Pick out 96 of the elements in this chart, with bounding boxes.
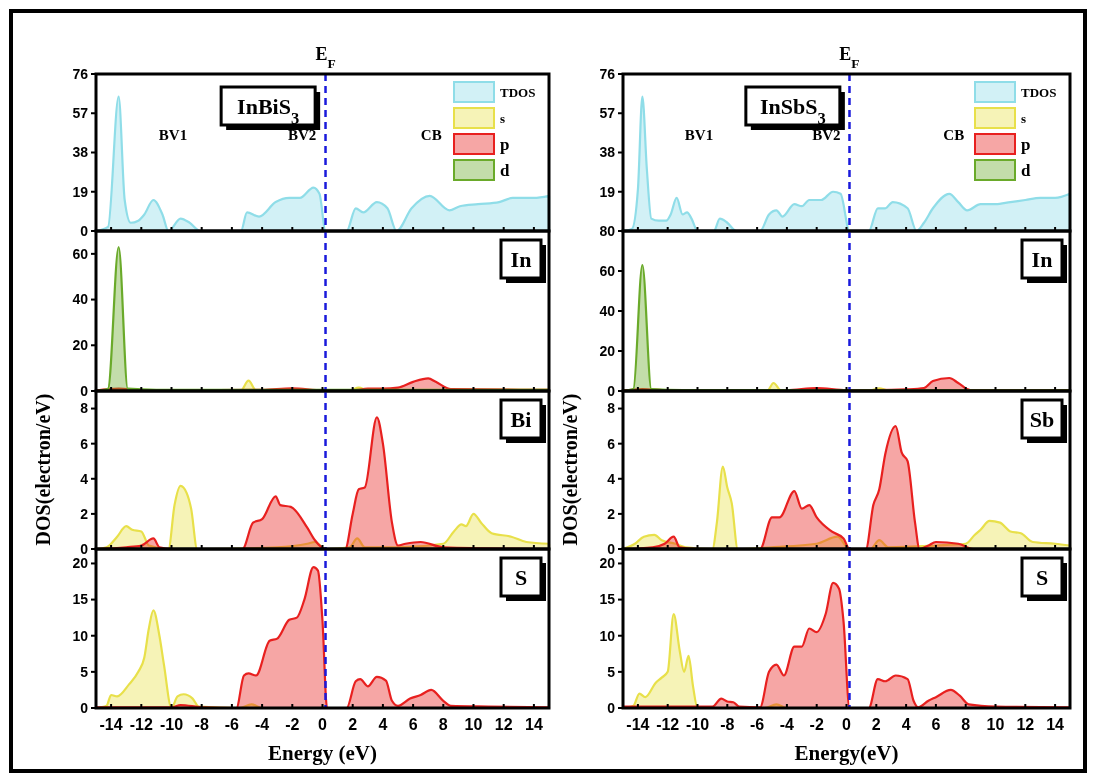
x-tick-label: 4 xyxy=(901,716,911,733)
x-tick-label: -14 xyxy=(99,716,123,733)
y-tick-label: 5 xyxy=(80,663,89,680)
x-tick-label: -2 xyxy=(285,716,300,733)
x-tick-label: -4 xyxy=(254,716,270,733)
y-tick-label: 0 xyxy=(80,699,89,716)
ref-line-label: E$_{F}$ xyxy=(839,44,860,71)
y-tick-label: 0 xyxy=(80,540,89,557)
x-tick-label: 0 xyxy=(318,716,328,733)
y-tick-label: 4 xyxy=(607,470,616,487)
y-tick-label: 80 xyxy=(599,222,616,239)
y-tick-label: 8 xyxy=(607,400,616,417)
legend-label: d xyxy=(500,160,510,180)
y-tick-label: 4 xyxy=(80,470,89,487)
y-tick-label: 15 xyxy=(599,591,616,608)
y-tick-label: 2 xyxy=(607,505,616,522)
y-tick-label: 8 xyxy=(80,400,89,417)
x-tick-label: 10 xyxy=(986,716,1005,733)
x-tick-label: -12 xyxy=(656,716,680,733)
y-tick-label: 0 xyxy=(607,699,616,716)
x-tick-label: 4 xyxy=(378,716,388,733)
annotation: BV1 xyxy=(158,126,188,143)
x-tick-label: 8 xyxy=(961,716,971,733)
annotation: S xyxy=(514,564,528,590)
annotation: BV1 xyxy=(684,126,714,143)
annotation: CB xyxy=(943,126,965,143)
x-tick-label: 12 xyxy=(494,716,513,733)
x-tick-label: -12 xyxy=(129,716,153,733)
x-tick-label: -6 xyxy=(224,716,240,733)
x-tick-label: -8 xyxy=(194,716,209,733)
y-tick-label: 57 xyxy=(599,105,616,122)
y-tick-label: 6 xyxy=(80,435,89,452)
y-tick-label: 20 xyxy=(599,342,616,359)
y-tick-label: 0 xyxy=(80,382,89,399)
legend-label: s xyxy=(1021,110,1027,126)
annotation: In xyxy=(510,246,532,272)
x-tick-label: 14 xyxy=(525,716,543,733)
y-tick-label: 10 xyxy=(599,627,616,644)
y-tick-label: 19 xyxy=(599,183,616,200)
y-tick-label: 20 xyxy=(72,337,89,354)
y-tick-label: 40 xyxy=(599,302,616,319)
annotation: BV2 xyxy=(287,126,317,143)
legend-label: p xyxy=(500,134,510,154)
x-tick-label: -10 xyxy=(685,716,710,733)
y-tick-label: 60 xyxy=(599,262,616,279)
x-tick-label: 6 xyxy=(408,716,418,733)
y-tick-label: 20 xyxy=(599,555,616,572)
x-tick-label: -10 xyxy=(159,716,184,733)
annotation: Bi xyxy=(510,406,532,432)
annotation: S xyxy=(1035,564,1049,590)
legend-label: TDOS xyxy=(1021,84,1057,100)
x-tick-label: 8 xyxy=(438,716,448,733)
x-axis-title: Energy(eV) xyxy=(794,741,899,765)
y-tick-label: 0 xyxy=(607,540,616,557)
x-axis-title: Energy (eV) xyxy=(267,741,378,765)
y-tick-label: 40 xyxy=(72,291,89,308)
y-tick-label: 38 xyxy=(599,144,616,161)
x-tick-label: -4 xyxy=(779,716,795,733)
x-tick-label: -14 xyxy=(626,716,650,733)
annotation: In xyxy=(1031,246,1053,272)
y-tick-label: 2 xyxy=(80,505,89,522)
legend-label: s xyxy=(500,110,506,126)
x-tick-label: 2 xyxy=(348,716,358,733)
annotation: BV2 xyxy=(812,126,841,143)
y-tick-label: 76 xyxy=(72,65,89,82)
y-tick-label: 20 xyxy=(72,555,89,572)
y-tick-label: 60 xyxy=(72,245,89,262)
y-tick-label: 76 xyxy=(599,65,616,82)
x-tick-label: 6 xyxy=(931,716,941,733)
y-axis-title: DOS(electron/eV) xyxy=(559,393,582,546)
y-tick-label: 0 xyxy=(607,382,616,399)
x-tick-label: 12 xyxy=(1016,716,1035,733)
x-tick-label: -2 xyxy=(809,716,824,733)
annotation: Sb xyxy=(1029,406,1055,432)
y-axis-title: DOS(electron/eV) xyxy=(32,393,55,546)
y-tick-label: 19 xyxy=(72,183,89,200)
y-tick-label: 0 xyxy=(80,222,89,239)
y-tick-label: 10 xyxy=(72,627,89,644)
y-tick-label: 57 xyxy=(72,105,89,122)
annotation: CB xyxy=(420,126,442,143)
x-tick-label: 10 xyxy=(464,716,483,733)
legend-label: d xyxy=(1021,160,1031,180)
y-tick-label: 5 xyxy=(607,663,616,680)
annotation: InSbS$_{3}$ xyxy=(759,93,826,128)
x-tick-label: -8 xyxy=(720,716,735,733)
x-tick-label: -6 xyxy=(749,716,765,733)
legend-label: TDOS xyxy=(500,84,536,100)
ref-line-label: E$_{F}$ xyxy=(315,44,336,71)
annotation: InBiS$_{3}$ xyxy=(237,93,300,128)
y-tick-label: 6 xyxy=(607,435,616,452)
y-tick-label: 38 xyxy=(72,144,89,161)
y-tick-label: 15 xyxy=(72,591,89,608)
x-tick-label: 2 xyxy=(871,716,881,733)
x-tick-label: 0 xyxy=(842,716,852,733)
x-tick-label: 14 xyxy=(1046,716,1065,733)
legend-label: p xyxy=(1021,134,1031,154)
